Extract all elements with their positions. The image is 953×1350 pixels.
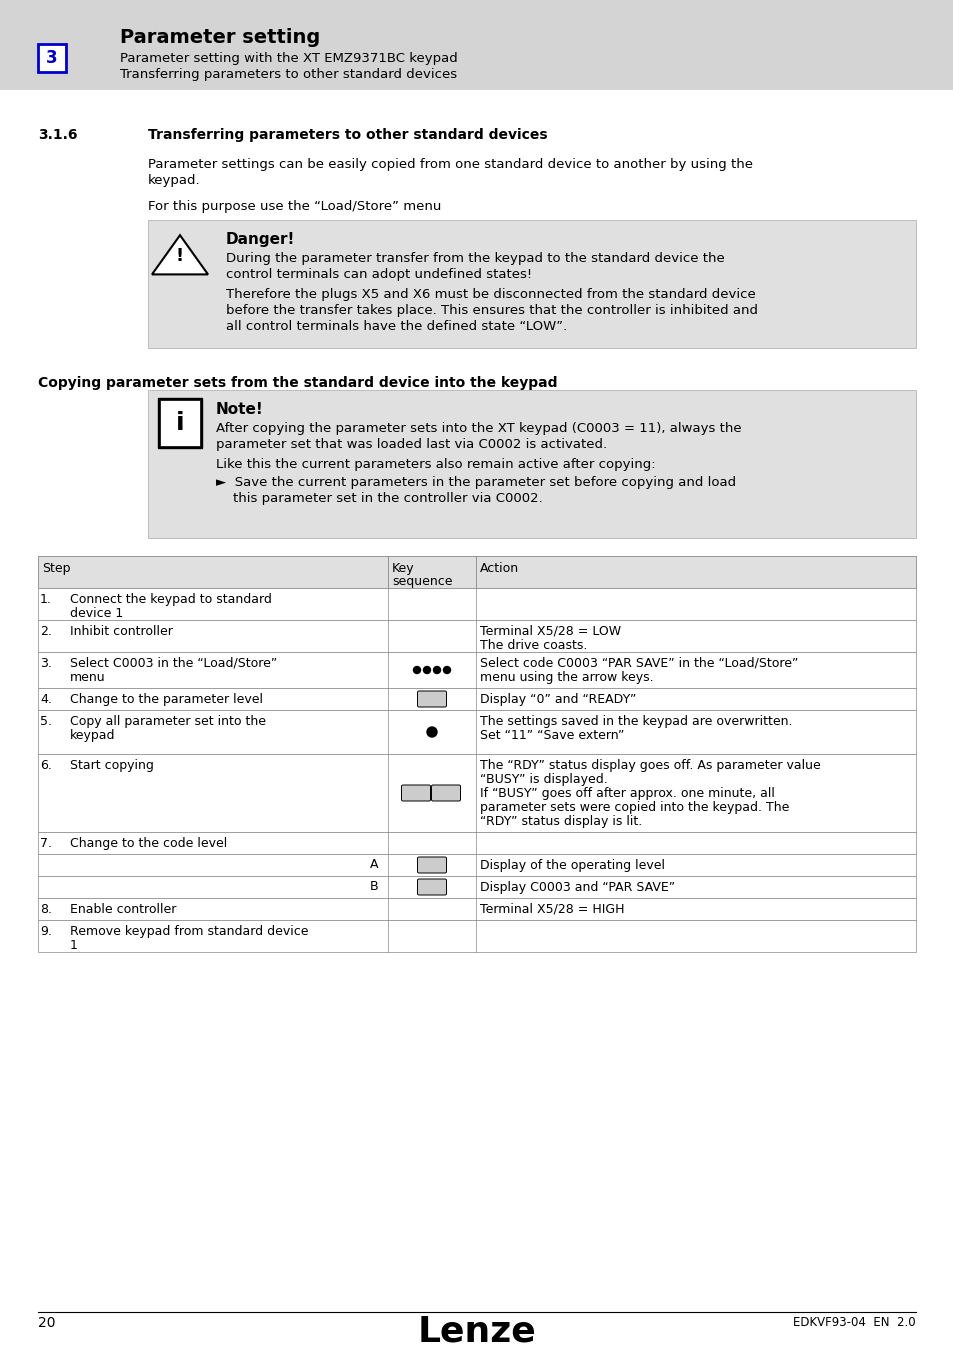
Text: ►  Save the current parameters in the parameter set before copying and load: ► Save the current parameters in the par…: [215, 477, 736, 489]
Text: 1.: 1.: [40, 593, 51, 606]
Bar: [38, 688, 915, 710]
Text: Therefore the plugs X5 and X6 must be disconnected from the standard device: Therefore the plugs X5 and X6 must be di…: [226, 288, 755, 301]
Text: Change to the code level: Change to the code level: [70, 837, 227, 850]
FancyBboxPatch shape: [431, 784, 460, 801]
Bar: [38, 919, 915, 952]
Bar: [38, 620, 915, 652]
Text: Transferring parameters to other standard devices: Transferring parameters to other standar…: [120, 68, 456, 81]
Text: control terminals can adopt undefined states!: control terminals can adopt undefined st…: [226, 269, 532, 281]
Text: menu using the arrow keys.: menu using the arrow keys.: [479, 671, 653, 684]
Bar: [38, 710, 915, 755]
Text: Enable controller: Enable controller: [70, 903, 176, 917]
Text: 9.: 9.: [40, 925, 51, 938]
Text: this parameter set in the controller via C0002.: this parameter set in the controller via…: [215, 491, 542, 505]
Text: sequence: sequence: [392, 575, 452, 589]
Text: Display “0” and “READY”: Display “0” and “READY”: [479, 693, 636, 706]
Circle shape: [433, 667, 440, 674]
Text: Copying parameter sets from the standard device into the keypad: Copying parameter sets from the standard…: [38, 377, 557, 390]
Text: Like this the current parameters also remain active after copying:: Like this the current parameters also re…: [215, 458, 655, 471]
Bar: [160, 400, 200, 446]
Text: Select C0003 in the “Load/Store”: Select C0003 in the “Load/Store”: [70, 657, 277, 670]
Text: keypad.: keypad.: [148, 174, 200, 188]
Polygon shape: [152, 235, 208, 274]
Text: Parameter settings can be easily copied from one standard device to another by u: Parameter settings can be easily copied …: [148, 158, 752, 171]
Text: Key: Key: [392, 562, 415, 575]
Text: Terminal X5/28 = LOW: Terminal X5/28 = LOW: [479, 625, 620, 639]
Bar: [38, 556, 915, 589]
Text: !: !: [175, 247, 184, 265]
Text: 5.: 5.: [40, 716, 52, 728]
Bar: [38, 755, 915, 832]
Bar: [148, 390, 915, 539]
Text: Select code C0003 “PAR SAVE” in the “Load/Store”: Select code C0003 “PAR SAVE” in the “Loa…: [479, 657, 798, 670]
Text: Connect the keypad to standard: Connect the keypad to standard: [70, 593, 272, 606]
Text: EDKVF93-04  EN  2.0: EDKVF93-04 EN 2.0: [793, 1316, 915, 1328]
Text: After copying the parameter sets into the XT keypad (C0003 = 11), always the: After copying the parameter sets into th…: [215, 423, 740, 435]
Bar: [38, 652, 915, 688]
Text: The “RDY” status display goes off. As parameter value: The “RDY” status display goes off. As pa…: [479, 759, 820, 772]
Text: Lenze: Lenze: [417, 1314, 536, 1349]
Text: “RDY” status display is lit.: “RDY” status display is lit.: [479, 815, 641, 828]
Text: Transferring parameters to other standard devices: Transferring parameters to other standar…: [148, 128, 547, 142]
Text: Set “11” “Save extern”: Set “11” “Save extern”: [479, 729, 623, 742]
Text: 7.: 7.: [40, 837, 52, 850]
Bar: [38, 876, 915, 898]
Text: Start copying: Start copying: [70, 759, 153, 772]
Text: If “BUSY” goes off after approx. one minute, all: If “BUSY” goes off after approx. one min…: [479, 787, 774, 801]
Circle shape: [413, 667, 420, 674]
Text: before the transfer takes place. This ensures that the controller is inhibited a: before the transfer takes place. This en…: [226, 304, 758, 317]
FancyBboxPatch shape: [417, 857, 446, 873]
Circle shape: [427, 728, 436, 737]
Text: Copy all parameter set into the: Copy all parameter set into the: [70, 716, 266, 728]
FancyBboxPatch shape: [401, 784, 430, 801]
Circle shape: [423, 667, 430, 674]
Text: Step: Step: [42, 562, 71, 575]
Text: During the parameter transfer from the keypad to the standard device the: During the parameter transfer from the k…: [226, 252, 724, 265]
Text: Change to the parameter level: Change to the parameter level: [70, 693, 263, 706]
Text: Parameter setting: Parameter setting: [120, 28, 320, 47]
Bar: [38, 898, 915, 919]
Text: The drive coasts.: The drive coasts.: [479, 639, 587, 652]
Bar: [38, 589, 915, 620]
Text: i: i: [175, 410, 184, 435]
Text: parameter set that was loaded last via C0002 is activated.: parameter set that was loaded last via C…: [215, 437, 606, 451]
Text: 3: 3: [46, 49, 58, 68]
Text: 2.: 2.: [40, 625, 51, 639]
Text: For this purpose use the “Load/Store” menu: For this purpose use the “Load/Store” me…: [148, 200, 441, 213]
Text: 3.: 3.: [40, 657, 51, 670]
Text: menu: menu: [70, 671, 106, 684]
Bar: [0, 0, 953, 90]
Text: Display C0003 and “PAR SAVE”: Display C0003 and “PAR SAVE”: [479, 882, 675, 894]
Text: A: A: [370, 859, 377, 871]
Text: parameter sets were copied into the keypad. The: parameter sets were copied into the keyp…: [479, 801, 788, 814]
Text: The settings saved in the keypad are overwritten.: The settings saved in the keypad are ove…: [479, 716, 792, 728]
Bar: [148, 220, 915, 348]
Text: device 1: device 1: [70, 608, 123, 620]
Text: Display of the operating level: Display of the operating level: [479, 859, 664, 872]
Bar: [38, 45, 66, 72]
Text: 6.: 6.: [40, 759, 51, 772]
Text: Parameter setting with the XT EMZ9371BC keypad: Parameter setting with the XT EMZ9371BC …: [120, 53, 457, 65]
Text: Remove keypad from standard device: Remove keypad from standard device: [70, 925, 308, 938]
Text: Action: Action: [479, 562, 518, 575]
Bar: [158, 398, 202, 448]
Text: “BUSY” is displayed.: “BUSY” is displayed.: [479, 774, 607, 786]
Text: Inhibit controller: Inhibit controller: [70, 625, 172, 639]
Text: 20: 20: [38, 1316, 55, 1330]
Text: keypad: keypad: [70, 729, 115, 742]
Circle shape: [443, 667, 450, 674]
Text: Note!: Note!: [215, 402, 263, 417]
FancyBboxPatch shape: [417, 879, 446, 895]
Text: 4.: 4.: [40, 693, 51, 706]
Text: Danger!: Danger!: [226, 232, 295, 247]
FancyBboxPatch shape: [417, 691, 446, 707]
Text: B: B: [370, 880, 378, 892]
Bar: [38, 855, 915, 876]
Text: 3.1.6: 3.1.6: [38, 128, 77, 142]
Text: 1: 1: [70, 940, 78, 952]
Text: all control terminals have the defined state “LOW”.: all control terminals have the defined s…: [226, 320, 567, 333]
Text: 8.: 8.: [40, 903, 52, 917]
Bar: [38, 832, 915, 855]
Text: Terminal X5/28 = HIGH: Terminal X5/28 = HIGH: [479, 903, 624, 917]
